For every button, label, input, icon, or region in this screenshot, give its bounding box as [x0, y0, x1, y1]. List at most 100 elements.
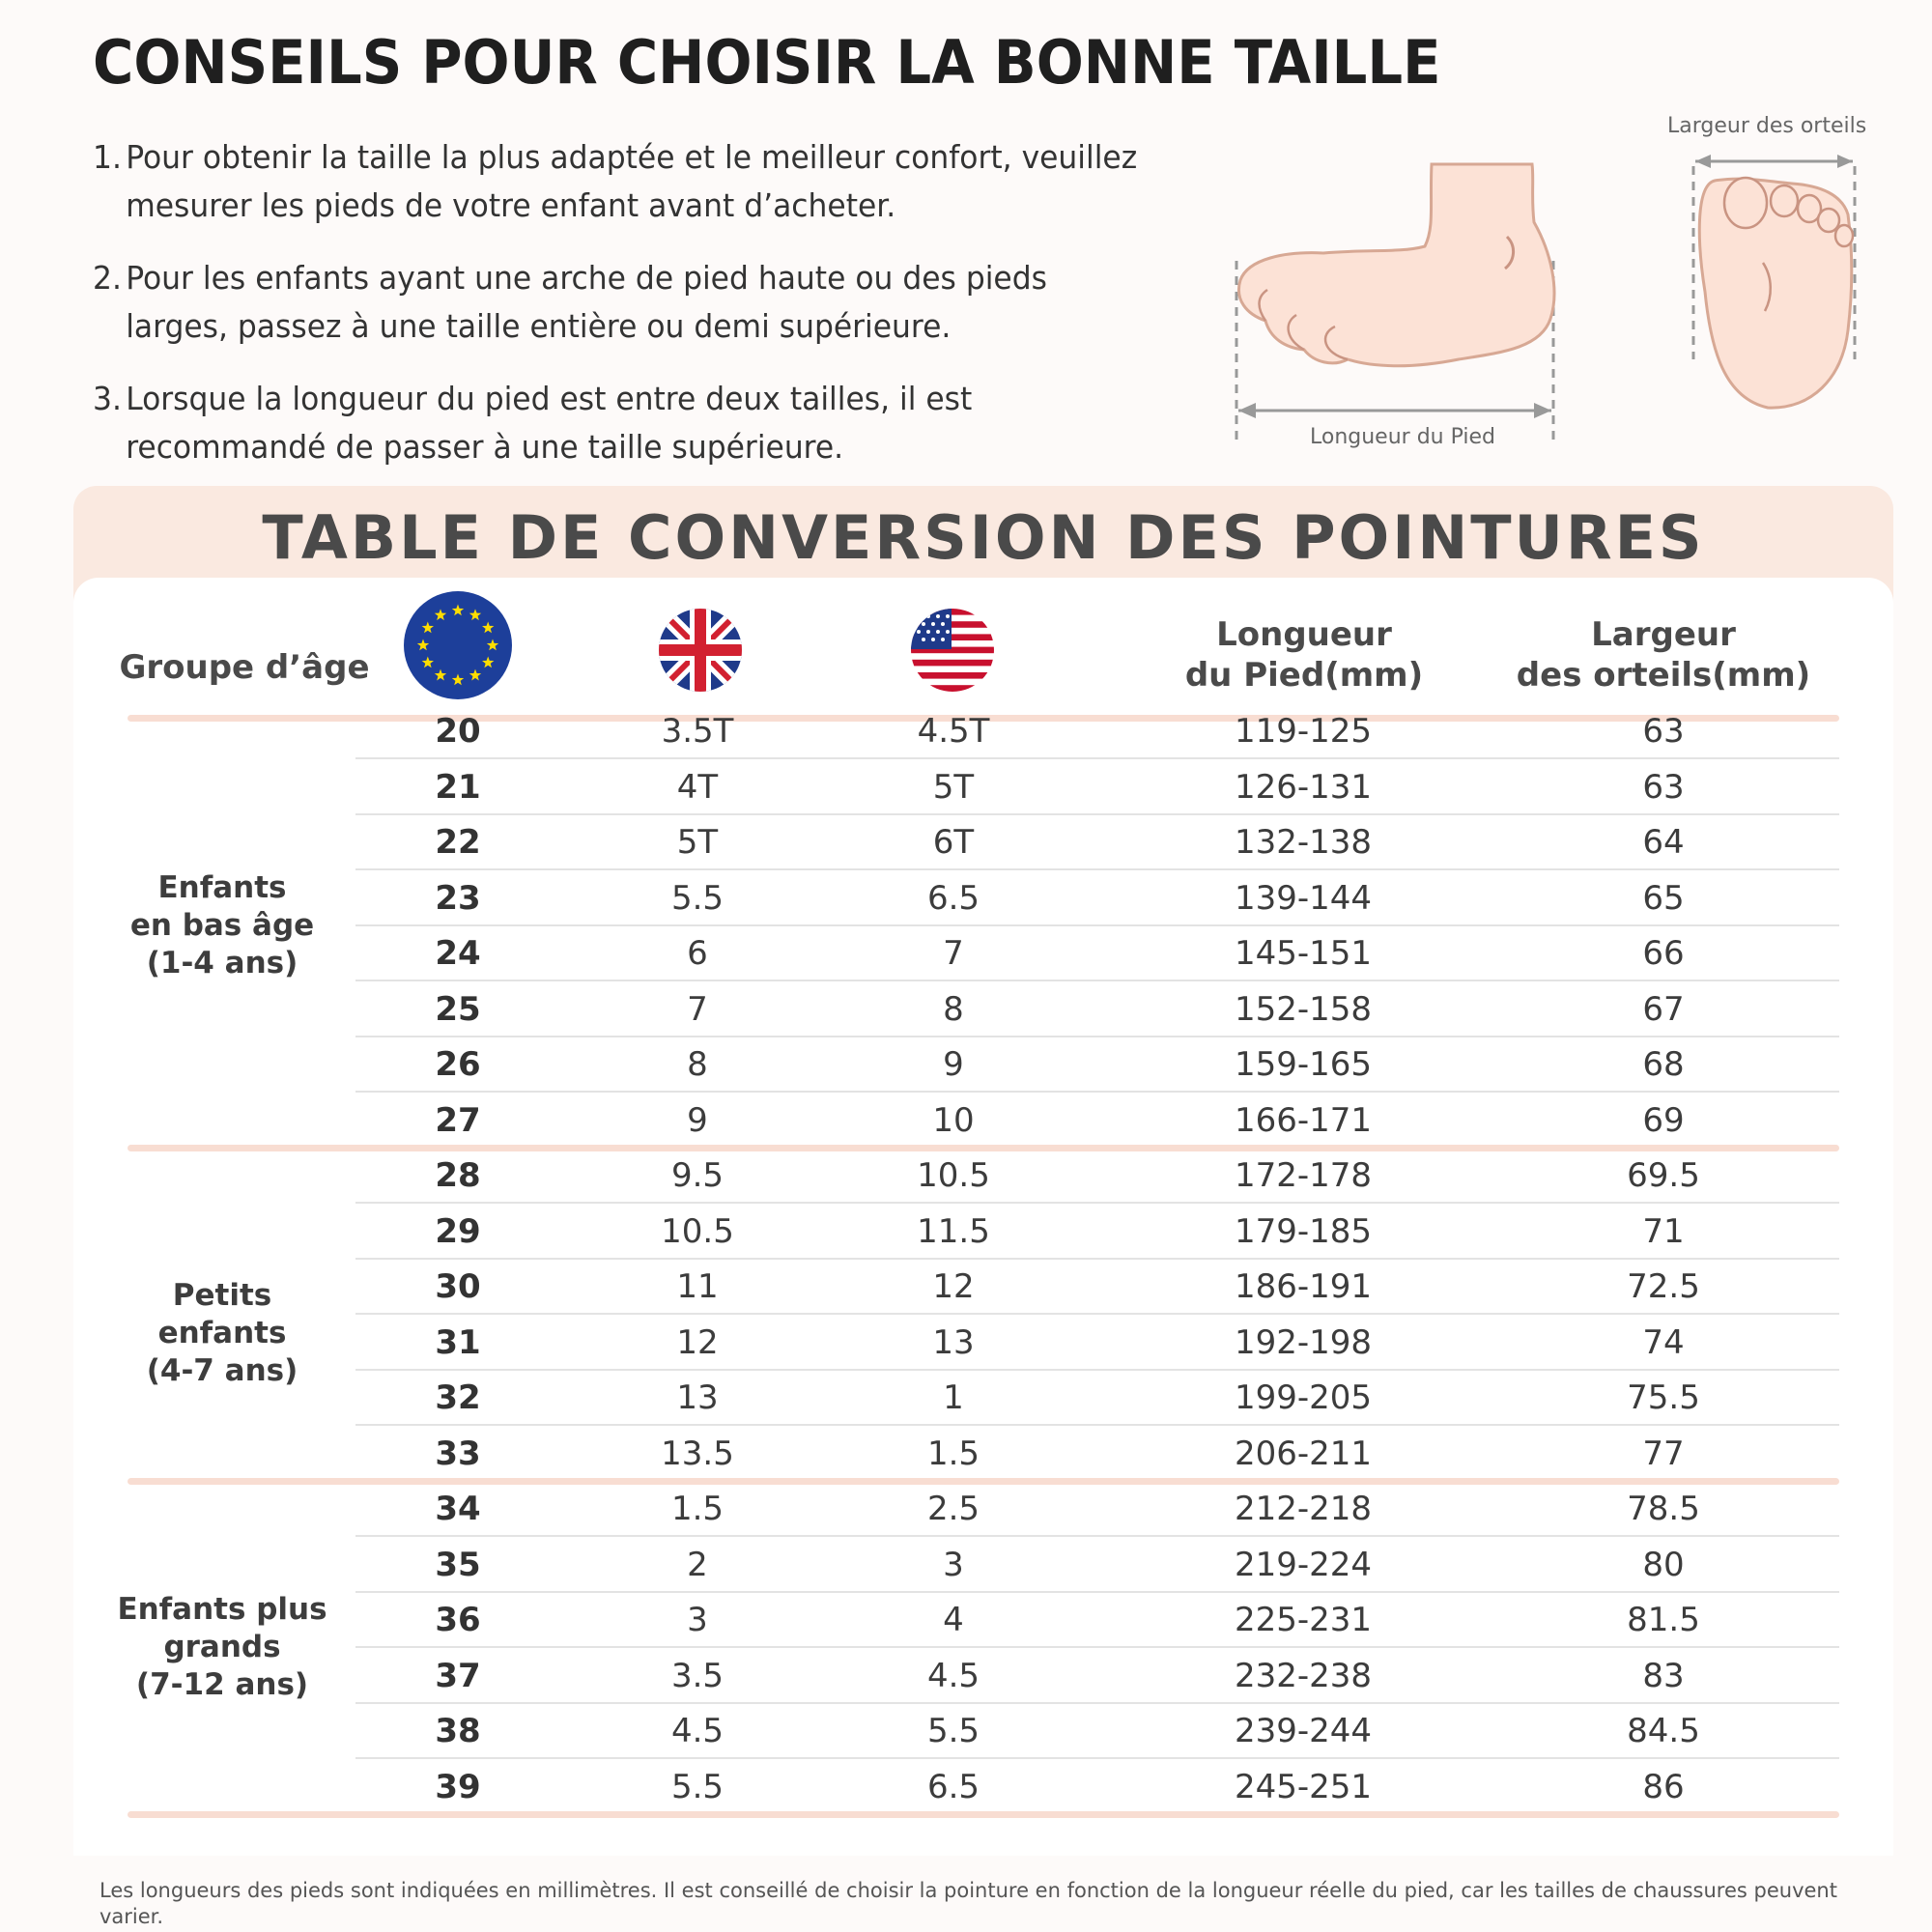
cell-width: 78.5 [1627, 1490, 1700, 1528]
cell-uk: 5T [676, 823, 719, 862]
cell-us: 8 [943, 989, 964, 1029]
cell-width: 64 [1642, 823, 1685, 862]
cell-uk: 9.5 [670, 1156, 724, 1195]
cell-eu: 32 [435, 1378, 481, 1417]
cell-length: 172-178 [1234, 1156, 1373, 1195]
cell-uk: 5.5 [670, 878, 724, 918]
cell-us: 10.5 [917, 1156, 990, 1195]
group-separator [128, 1144, 1839, 1151]
cell-uk: 5.5 [670, 1767, 724, 1806]
cell-eu: 21 [435, 767, 481, 807]
cell-length: 126-131 [1234, 767, 1373, 807]
cell-width: 83 [1642, 1656, 1685, 1695]
cell-us: 13 [932, 1322, 975, 1362]
cell-eu: 20 [435, 712, 481, 751]
age-group-label: Petits enfants (4-7 ans) [146, 1277, 298, 1388]
cell-length: 232-238 [1234, 1656, 1373, 1695]
cell-eu: 35 [435, 1545, 481, 1584]
tip-2: 2. Pour les enfants ayant une arche de pi… [93, 259, 1047, 345]
row-separator [355, 1257, 1839, 1260]
cell-us: 11.5 [917, 1211, 990, 1251]
eu-flag-icon [404, 591, 512, 699]
cell-width: 63 [1642, 767, 1685, 807]
cell-us: 6.5 [926, 1767, 980, 1806]
cell-us: 7 [943, 934, 964, 973]
cell-eu: 33 [435, 1434, 481, 1473]
cell-eu: 38 [435, 1712, 481, 1750]
cell-eu: 30 [435, 1267, 481, 1306]
header-foot-length: Longueur du Pied(mm) [1184, 615, 1424, 695]
cell-eu: 28 [435, 1156, 481, 1195]
cell-length: 145-151 [1234, 934, 1373, 973]
cell-length: 152-158 [1234, 989, 1373, 1029]
row-separator [355, 1535, 1839, 1537]
cell-us: 1 [943, 1378, 964, 1417]
cell-us: 10 [932, 1100, 975, 1140]
cell-length: 132-138 [1234, 823, 1373, 862]
cell-width: 75.5 [1627, 1378, 1700, 1417]
cell-eu: 25 [435, 989, 481, 1029]
foot-top-icon [1691, 155, 1857, 410]
cell-length: 192-198 [1234, 1322, 1373, 1362]
cell-uk: 13 [676, 1378, 719, 1417]
cell-us: 5.5 [926, 1712, 980, 1750]
cell-eu: 37 [435, 1656, 481, 1695]
toe-width-label: Largeur des orteils [1667, 114, 1867, 138]
group-separator [128, 1477, 1839, 1485]
row-separator [355, 1590, 1839, 1593]
row-separator [355, 923, 1839, 926]
cell-us: 4 [943, 1601, 964, 1639]
row-separator [355, 1091, 1839, 1093]
group-separator [128, 715, 1839, 722]
cell-width: 65 [1642, 878, 1685, 918]
cell-uk: 3.5T [661, 712, 734, 751]
row-separator [355, 812, 1839, 815]
foot-side-icon [1235, 162, 1556, 444]
cell-length: 179-185 [1234, 1211, 1373, 1251]
cell-uk: 3 [687, 1601, 708, 1639]
cell-width: 71 [1642, 1211, 1685, 1251]
cell-us: 3 [943, 1545, 964, 1584]
cell-uk: 10.5 [661, 1211, 734, 1251]
cell-length: 239-244 [1234, 1712, 1373, 1750]
age-group-label: Enfants plus grands (7-12 ans) [117, 1592, 327, 1703]
cell-eu: 34 [435, 1490, 481, 1528]
cell-width: 68 [1642, 1045, 1685, 1084]
cell-uk: 1.5 [670, 1490, 724, 1528]
cell-uk: 13.5 [661, 1434, 734, 1473]
cell-uk: 12 [676, 1322, 719, 1362]
cell-length: 225-231 [1234, 1601, 1373, 1639]
row-separator [355, 1368, 1839, 1371]
cell-uk: 4T [676, 767, 719, 807]
cell-width: 74 [1642, 1322, 1685, 1362]
cell-length: 166-171 [1234, 1100, 1373, 1140]
cell-uk: 8 [687, 1045, 708, 1084]
cell-length: 219-224 [1234, 1545, 1373, 1584]
row-separator [355, 868, 1839, 870]
cell-length: 199-205 [1234, 1378, 1373, 1417]
cell-length: 119-125 [1234, 712, 1373, 751]
us-flag-icon [911, 609, 994, 692]
header-age-group: Groupe d’âge [119, 648, 370, 687]
cell-us: 6.5 [926, 878, 980, 918]
cell-width: 69.5 [1627, 1156, 1700, 1195]
tip-1: 1. Pour obtenir la taille la plus adaptée… [93, 138, 1138, 224]
cell-eu: 29 [435, 1211, 481, 1251]
row-separator [355, 1424, 1839, 1426]
cell-us: 9 [943, 1045, 964, 1084]
row-separator [355, 1646, 1839, 1648]
cell-uk: 7 [687, 989, 708, 1029]
cell-width: 77 [1642, 1434, 1685, 1473]
cell-length: 139-144 [1234, 878, 1373, 918]
cell-eu: 22 [435, 823, 481, 862]
footnote: Les longueurs des pieds sont indiquées e… [99, 1879, 1837, 1928]
cell-eu: 31 [435, 1322, 481, 1362]
cell-eu: 39 [435, 1767, 481, 1806]
cell-width: 67 [1642, 989, 1685, 1029]
row-separator [355, 1757, 1839, 1759]
cell-width: 81.5 [1627, 1601, 1700, 1639]
group-separator [128, 1810, 1839, 1818]
row-separator [355, 1202, 1839, 1204]
header-toe-width: Largeur des orteils(mm) [1516, 615, 1811, 695]
uk-flag-icon [659, 609, 742, 692]
